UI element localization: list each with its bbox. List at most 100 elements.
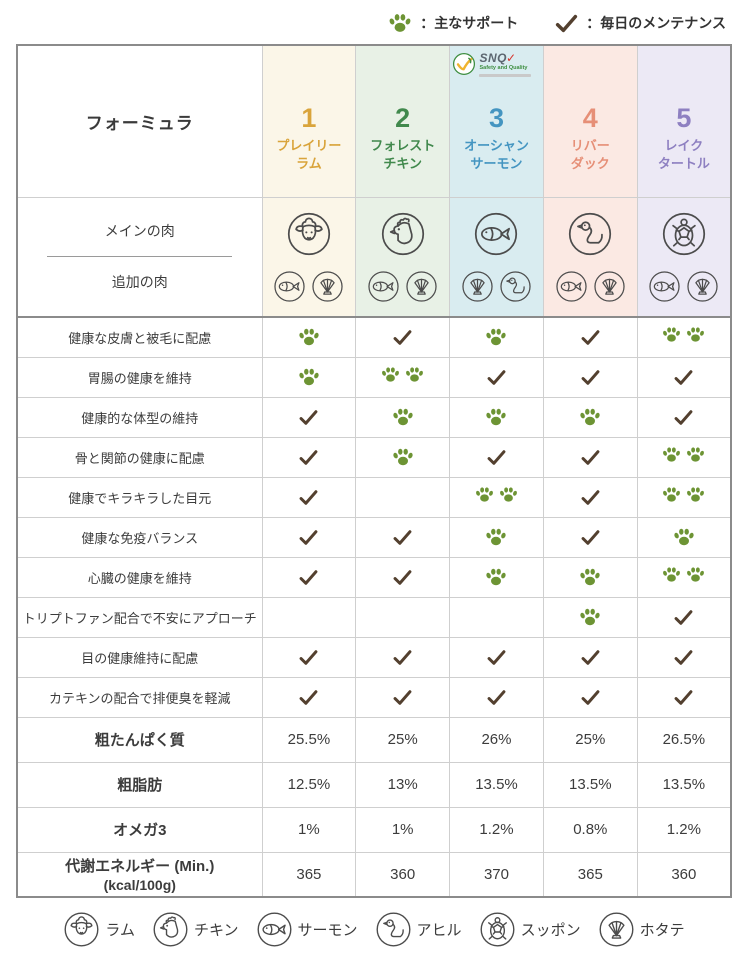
check-icon	[580, 527, 601, 548]
check-icon	[392, 327, 413, 348]
check-icon	[580, 487, 601, 508]
feature-label: カテキンの配合で排便臭を軽減	[16, 676, 263, 718]
check-icon	[298, 447, 319, 468]
paw-icon	[484, 405, 508, 429]
double-paw	[661, 444, 706, 465]
nutrition-value: 1.2%	[636, 806, 732, 853]
formula-header-5: 5 レイク タートル	[636, 44, 732, 198]
nutrition-value: 13.5%	[636, 761, 732, 808]
mark-cell	[542, 396, 638, 438]
nutrition-value: 365	[261, 851, 357, 898]
mark-cell	[542, 556, 638, 598]
divider	[47, 256, 233, 258]
mark-cell	[261, 436, 357, 478]
mark-cell	[355, 676, 451, 718]
snq-emblem-icon	[453, 53, 476, 76]
paw-icon	[484, 325, 508, 349]
snq-note	[479, 73, 532, 77]
mark-cell	[636, 476, 732, 518]
nutrition-row: 粗たんぱく質 25.5% 25% 26% 25% 26.5%	[16, 716, 732, 763]
main-meat-icon-wrap	[450, 211, 543, 262]
mark-cell	[355, 516, 451, 558]
mark-cell	[636, 316, 732, 358]
additional-meat-label: 追加の肉	[111, 274, 168, 291]
legend-item-chicken: チキン	[152, 911, 239, 948]
nutrition-value: 25%	[355, 716, 451, 763]
formula-name: リバー ダック	[570, 138, 610, 171]
lamb-icon	[286, 211, 332, 257]
formula-header-1: 1 プレイリー ラム	[261, 44, 357, 198]
mark-cell	[542, 356, 638, 398]
mark-cell	[261, 316, 357, 358]
feature-row: 健康な皮膚と被毛に配慮	[16, 316, 732, 358]
check-icon	[486, 687, 507, 708]
paw-icon	[391, 445, 415, 469]
check-icon	[486, 367, 507, 388]
feature-label: 健康な免疫バランス	[16, 516, 263, 558]
formula-header-2: 2 フォレスト チキン	[355, 44, 451, 198]
chicken-icon	[152, 911, 189, 948]
mark-cell	[355, 436, 451, 478]
mark-cell	[449, 356, 544, 398]
check-icon	[298, 407, 319, 428]
feature-row: 骨と関節の健康に配慮	[16, 436, 732, 478]
check-icon	[673, 647, 694, 668]
check-icon	[486, 647, 507, 668]
legend-item-label: スッポン	[520, 922, 581, 939]
mark-cell	[355, 396, 451, 438]
scallop-icon	[593, 270, 626, 303]
formula-name: フォレスト チキン	[370, 138, 436, 171]
feature-row: トリプトファン配合で不安にアプローチ	[16, 596, 732, 638]
turtle-icon	[479, 911, 516, 948]
mark-cell	[636, 636, 732, 678]
check-icon	[298, 687, 319, 708]
mark-cell	[261, 516, 357, 558]
formula-number: 4	[582, 102, 598, 133]
paw-icon	[661, 484, 682, 505]
nutrition-value: 13%	[355, 761, 451, 808]
nutrition-value: 13.5%	[542, 761, 638, 808]
scallop-icon	[311, 270, 344, 303]
mark-cell	[355, 636, 451, 678]
mark-cell	[355, 556, 451, 598]
feature-row: 健康な免疫バランス	[16, 516, 732, 558]
formula-number: 5	[676, 102, 692, 133]
mark-cell	[261, 396, 357, 438]
legend-daily-maintenance: ：毎日のメンテナンス	[554, 11, 726, 36]
main-meat-icon-wrap	[544, 211, 637, 262]
feature-label: 目の健康維持に配慮	[16, 636, 263, 678]
check-icon	[486, 447, 507, 468]
nutrition-label: 粗たんぱく質	[16, 716, 263, 763]
legend-daily-maintenance-label: ：毎日のメンテナンス	[586, 15, 726, 31]
mark-cell	[542, 316, 638, 358]
paw-icon	[661, 444, 682, 465]
formula-header-3: SNQ✓ Safety and Quality 3 オーシャン サーモン	[449, 44, 544, 198]
legend-item-label: サーモン	[297, 922, 358, 939]
snq-logo: SNQ✓ Safety and Quality	[452, 52, 540, 77]
chicken-icon	[380, 211, 426, 257]
legend-item-salmon: サーモン	[256, 911, 358, 948]
mark-cell	[636, 436, 732, 478]
check-icon	[298, 567, 319, 588]
double-paw	[661, 324, 706, 345]
main-meat-icon-wrap	[263, 211, 356, 262]
check-icon	[392, 527, 413, 548]
legend-item-label: アヒル	[416, 922, 462, 939]
meat-row: メインの肉 追加の肉	[16, 196, 732, 318]
paw-icon	[685, 324, 706, 345]
double-paw	[661, 564, 706, 585]
check-icon	[392, 567, 413, 588]
feature-row: 心臓の健康を維持	[16, 556, 732, 598]
nutrition-value: 25%	[542, 716, 638, 763]
salmon-icon	[256, 911, 293, 948]
paw-icon	[661, 324, 682, 345]
legend-main-support: ：主なサポート	[387, 10, 518, 36]
legend-item-label: ラム	[105, 922, 135, 939]
meat-cell-3	[449, 196, 544, 318]
meat-label-cell: メインの肉 追加の肉	[16, 196, 263, 318]
nutrition-value: 13.5%	[449, 761, 544, 808]
snq-check-icon: ✓	[506, 51, 517, 65]
feature-row: 目の健康維持に配慮	[16, 636, 732, 678]
double-paw	[380, 364, 425, 385]
